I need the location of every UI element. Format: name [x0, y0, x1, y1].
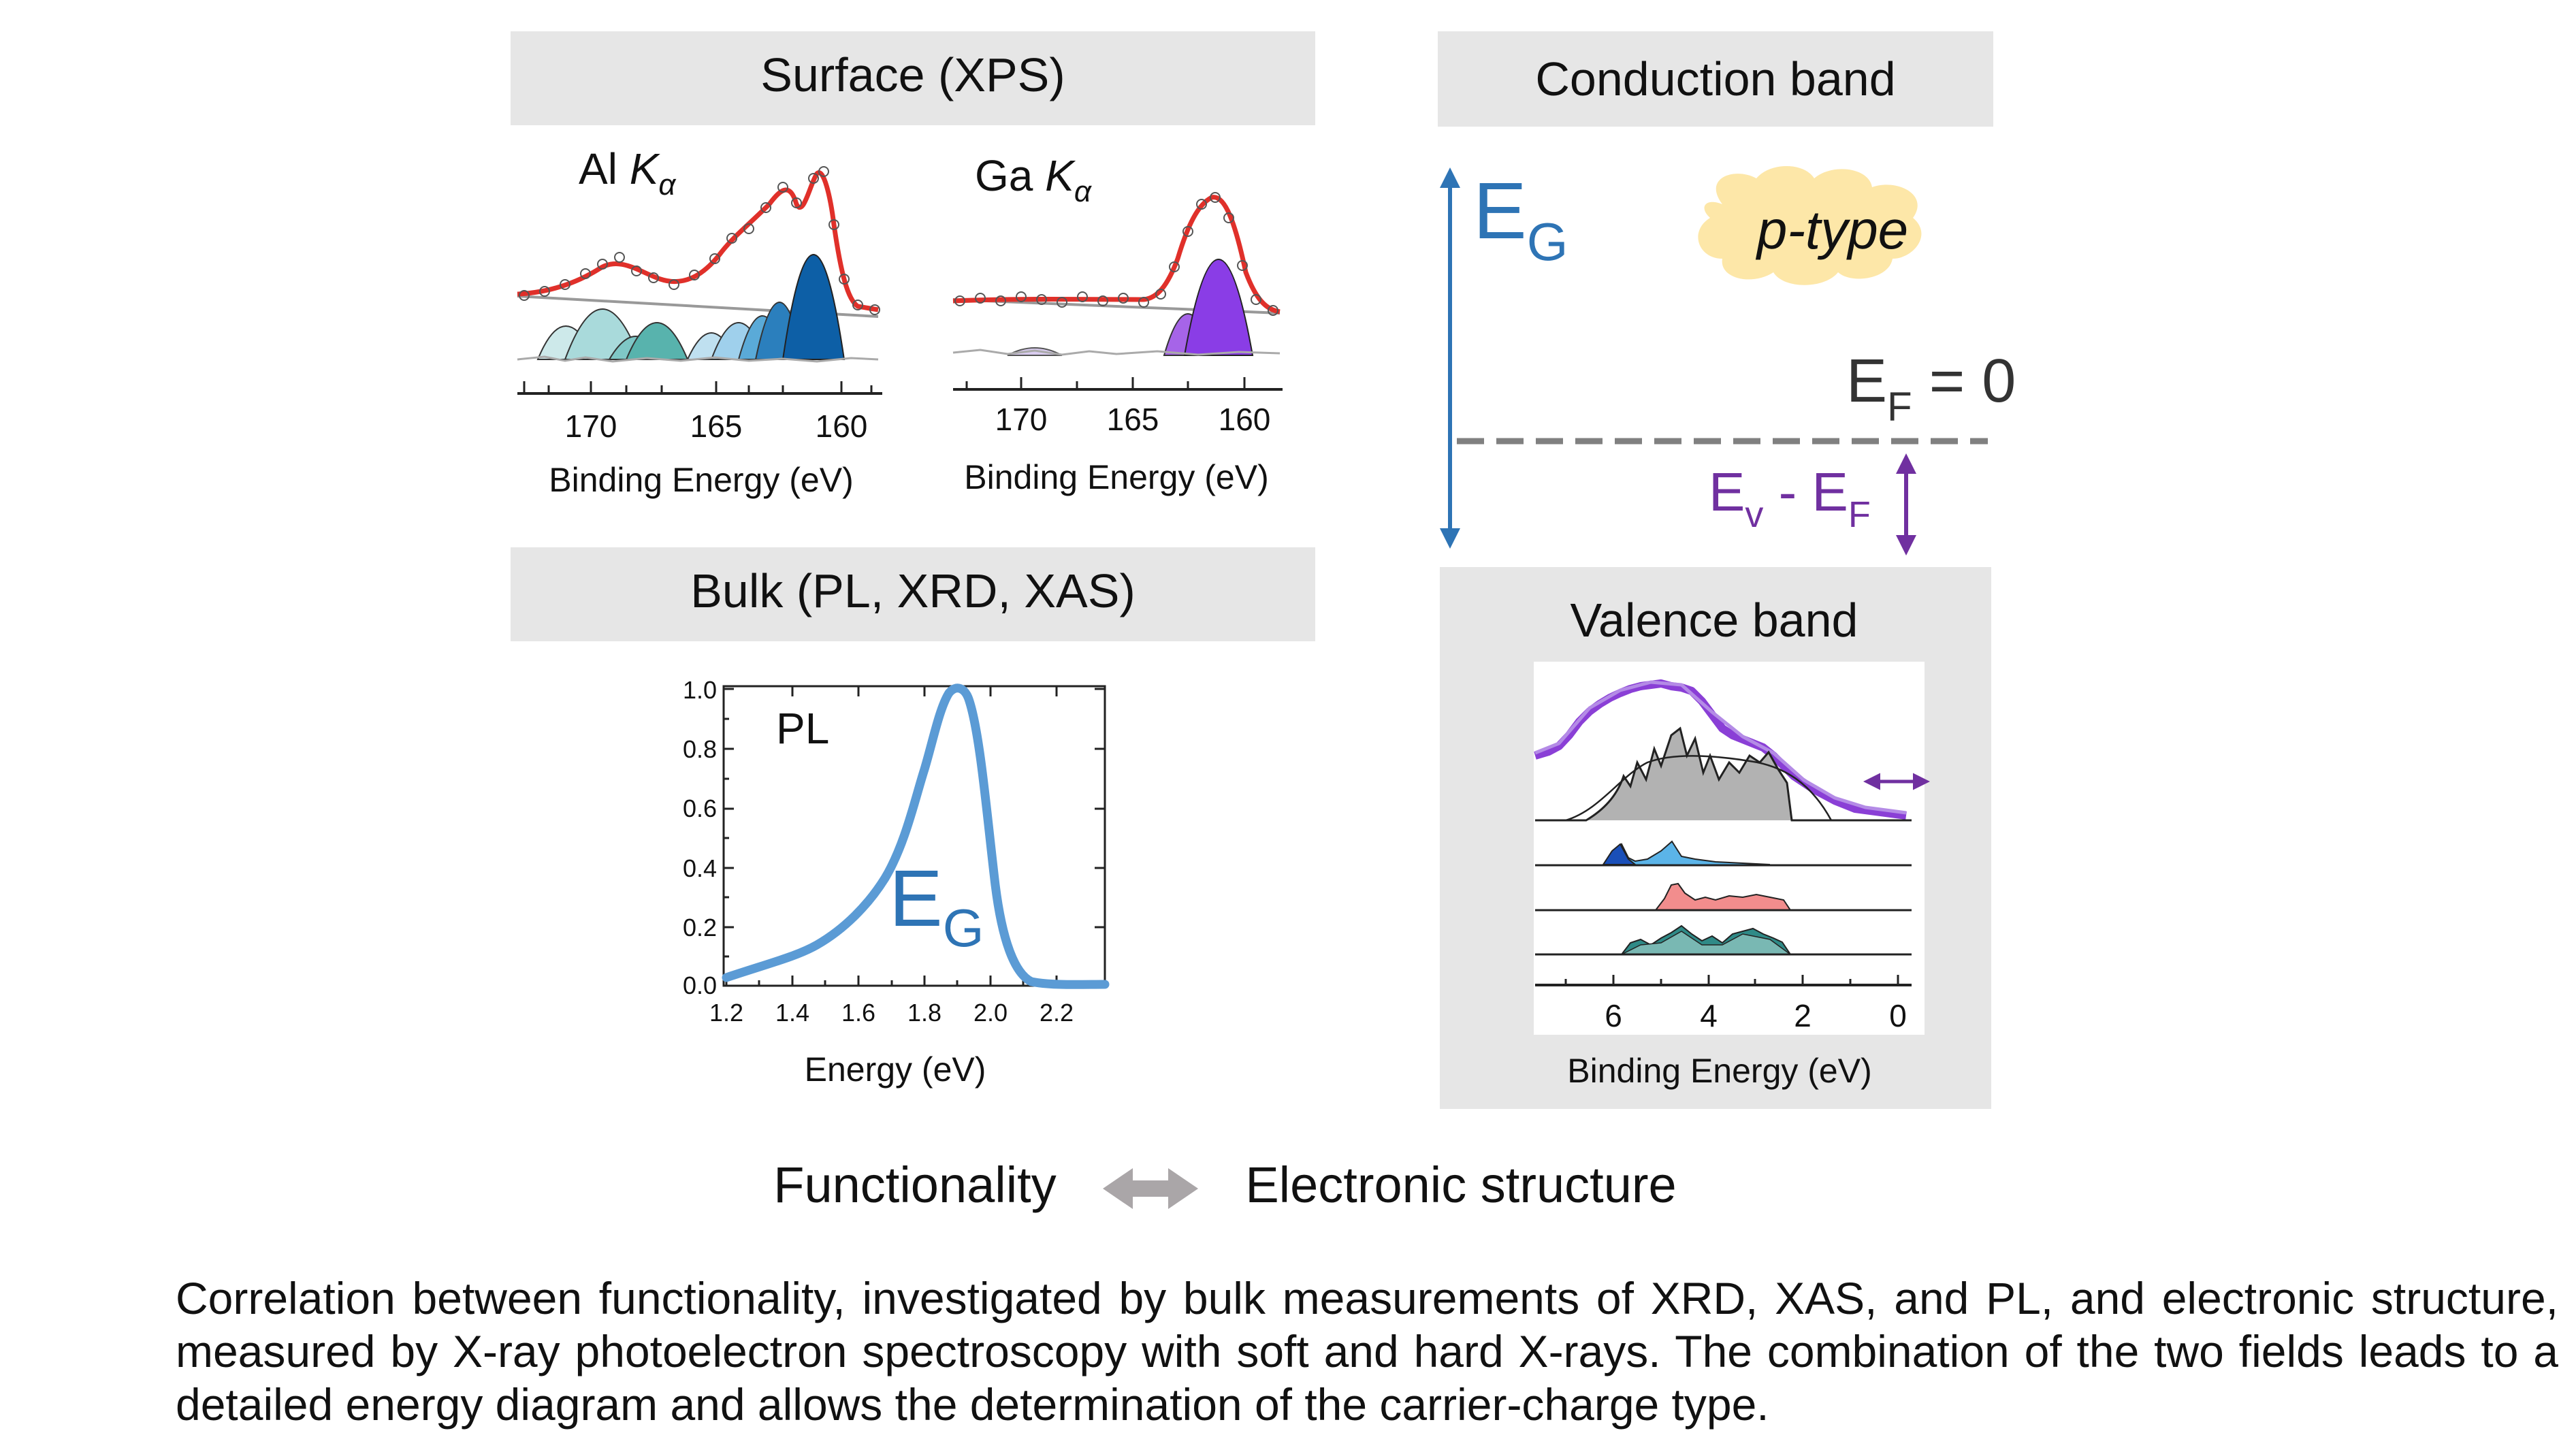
pl-x-axis-label: Energy (eV) [805, 1050, 986, 1089]
surface-header [511, 31, 1315, 125]
valence-x-tick: 6 [1605, 998, 1622, 1033]
valence-title: Valence band [1571, 594, 1858, 647]
pl-y-tick: 0.6 [683, 794, 717, 822]
electronic-structure-label: Electronic structure [1245, 1157, 1676, 1213]
xps-al-component [782, 254, 846, 360]
pl-y-tick: 0.4 [683, 854, 717, 882]
pl-plot-frame [722, 685, 1106, 987]
valence-x-tick: 2 [1794, 998, 1812, 1033]
xps-al-x-axis-label: Binding Energy (eV) [549, 461, 853, 499]
pl-y-tick: 0.2 [683, 914, 717, 941]
ev-ef-label: Ev - EF [1709, 462, 1871, 535]
valence-x-tick: 4 [1700, 998, 1718, 1033]
xps-ga-residual [952, 349, 1281, 356]
xps-ga-tick-label: 160 [1219, 402, 1271, 437]
valence-dos-envelope [1565, 755, 1833, 822]
xps-ga-x-axis-label: Binding Energy (eV) [964, 458, 1268, 496]
xps-al-label: Al Kα [579, 144, 677, 202]
pl-y-tick: 0.0 [683, 971, 717, 999]
xps-ga-component [1183, 259, 1254, 356]
valence-dos-total [1535, 726, 1912, 822]
xps-al-component [625, 322, 689, 360]
pl-x-tick: 2.2 [1040, 999, 1074, 1027]
pl-label: PL [776, 704, 829, 753]
xps-ga-label: Ga Kα [975, 151, 1093, 208]
ptype-cloud [1698, 166, 1922, 285]
pl-y-tick: 1.0 [683, 676, 717, 704]
pl-y-tick: 0.8 [683, 735, 717, 763]
conduction-header [1438, 31, 1993, 127]
pl-eg-label: EG [889, 854, 984, 958]
xps-ga-plot: Ga Kα 170 165 160 Binding Energy (eV) [952, 151, 1283, 496]
xps-al-data-points [519, 166, 880, 315]
pl-x-tick: 2.0 [973, 999, 1008, 1027]
functionality-label: Functionality [773, 1157, 1056, 1213]
pl-curve [722, 683, 1110, 989]
figure-caption: Correlation between functionality, inves… [176, 1273, 2558, 1430]
pl-plot: 1.0 0.8 0.6 0.4 0.2 0.0 1.2 1.4 1.6 1.8 … [683, 676, 1110, 1089]
valence-spectrum-experimental-light [1534, 680, 1907, 815]
valence-x-axis-label: Binding Energy (eV) [1567, 1052, 1871, 1090]
fermi-level-label: EF = 0 [1846, 347, 2016, 430]
conduction-title: Conduction band [1535, 52, 1895, 106]
double-arrow-icon [1103, 1168, 1198, 1209]
pl-x-tick: 1.4 [775, 999, 809, 1027]
valence-pdos-teal-light [1621, 931, 1792, 955]
band-diagram: EG p-type EF = 0 Ev - EF [1440, 166, 2016, 555]
valence-plot-frame [1534, 662, 1925, 1035]
xps-ga-data-points [954, 192, 1278, 316]
xps-al-residual [517, 355, 879, 363]
pl-x-tick: 1.2 [709, 999, 743, 1027]
xps-al-tick-label: 160 [816, 408, 868, 444]
valence-plot: 6 4 2 0 Binding Energy (eV) [1534, 662, 1930, 1090]
xps-ga-tick-label: 170 [995, 402, 1048, 437]
band-gap-label: EG [1473, 166, 1568, 272]
ptype-label: p-type [1756, 199, 1908, 260]
pl-x-tick: 1.6 [841, 999, 875, 1027]
surface-title: Surface (XPS) [760, 48, 1065, 101]
xps-al-tick-label: 170 [565, 408, 617, 444]
xps-al-tick-label: 165 [690, 408, 743, 444]
bulk-header [511, 547, 1315, 641]
valence-pdos-red [1654, 882, 1792, 911]
xps-ga-tick-label: 165 [1107, 402, 1159, 437]
xps-al-plot: Al Kα 170 165 160 Binding Energy (eV) [517, 144, 882, 499]
valence-x-tick: 0 [1889, 998, 1907, 1033]
bulk-title: Bulk (PL, XRD, XAS) [690, 564, 1136, 617]
pl-x-tick: 1.8 [907, 999, 941, 1027]
